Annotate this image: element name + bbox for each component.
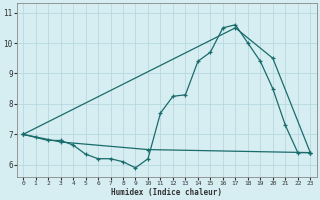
X-axis label: Humidex (Indice chaleur): Humidex (Indice chaleur) xyxy=(111,188,222,197)
